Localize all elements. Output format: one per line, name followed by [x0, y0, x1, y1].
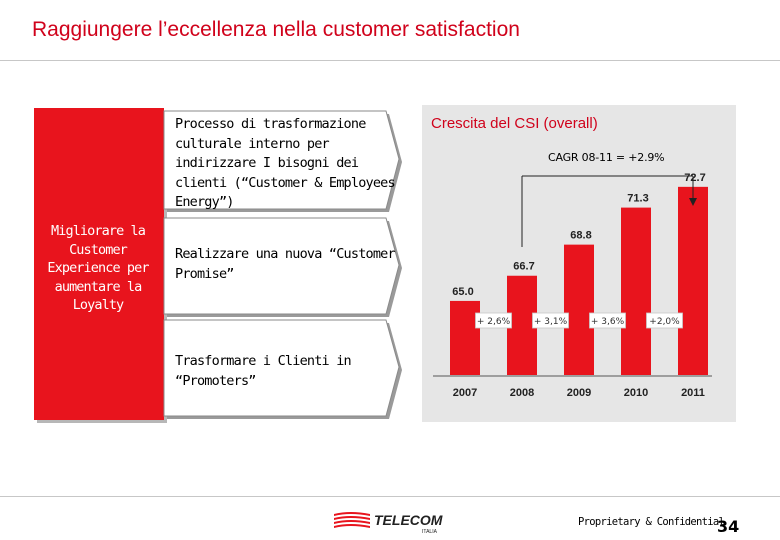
- step-arrow-3: Trasformare i Clienti in “Promoters”: [163, 319, 404, 419]
- step-2-text: Realizzare una nuova “Customer Promise”: [175, 246, 396, 282]
- page-number: 34: [717, 517, 740, 536]
- step-3-text: Trasformare i Clienti in “Promoters”: [175, 353, 352, 389]
- step-arrow-1: Processo di trasformazione culturale int…: [163, 110, 404, 212]
- value-label-2009: 68.8: [570, 230, 591, 242]
- value-label-2007: 65.0: [452, 286, 473, 298]
- step-arrow-2: Realizzare una nuova “Customer Promise”: [163, 217, 404, 317]
- bar-2011: [678, 186, 708, 375]
- telecom-italia-logo: TELECOM ITALIA: [334, 512, 443, 535]
- growth-label-box-1: [475, 312, 512, 329]
- slide-title: Raggiungere l’eccellenza nella customer …: [32, 18, 520, 41]
- step-arrow-2-shape: [163, 217, 402, 317]
- value-label-2011: 72.7: [684, 172, 705, 184]
- logo-subtext: ITALIA: [422, 529, 438, 535]
- growth-label-3: + 3,6%: [591, 317, 625, 327]
- bar-2007: [450, 300, 480, 375]
- objective-box: [34, 108, 164, 420]
- bar-2008: [507, 275, 537, 375]
- growth-label-box-2: [532, 312, 569, 329]
- confidential-notice: Proprietary & Confidential: [578, 516, 725, 528]
- tick-label-2007: 2007: [453, 387, 477, 399]
- tick-label-2008: 2008: [510, 387, 534, 399]
- footer-divider: [0, 496, 780, 497]
- growth-label-box-3: [589, 312, 626, 329]
- tick-label-2009: 2009: [567, 387, 591, 399]
- value-label-2008: 66.7: [513, 261, 534, 273]
- title-divider: [0, 60, 780, 61]
- cagr-annotation: CAGR 08-11 = +2.9%: [548, 151, 665, 164]
- value-label-2010: 71.3: [627, 193, 648, 205]
- bar-2010: [621, 207, 651, 375]
- growth-label-1: + 2,6%: [477, 317, 511, 327]
- step-arrow-1-shape: [163, 110, 402, 212]
- chart-title: Crescita del CSI (overall): [431, 115, 598, 132]
- step-arrow-3-shape: [163, 319, 402, 419]
- step-1-text: Processo di trasformazione culturale int…: [175, 116, 396, 210]
- growth-label-2: + 3,1%: [534, 317, 568, 327]
- bar-2009: [564, 244, 594, 375]
- cagr-arrowhead: [689, 198, 697, 206]
- objective-text: Migliorare la Customer Experience per au…: [47, 223, 149, 313]
- growth-label-4: +2,0%: [649, 317, 680, 327]
- growth-label-box-4: [646, 312, 683, 329]
- logo-text: TELECOM: [374, 512, 443, 528]
- tick-label-2010: 2010: [624, 387, 648, 399]
- tick-label-2011: 2011: [681, 387, 705, 399]
